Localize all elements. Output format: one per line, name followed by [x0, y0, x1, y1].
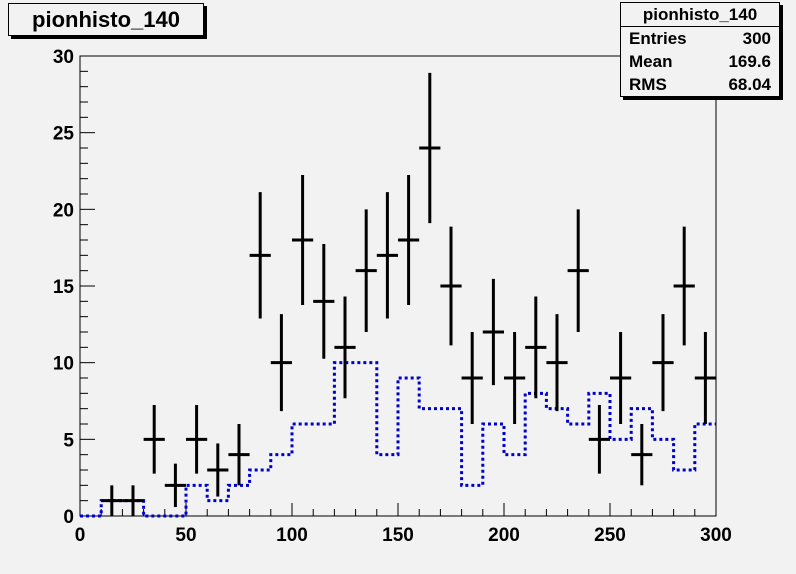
mc-step-series	[80, 361, 716, 518]
x-tick-label: 250	[594, 525, 626, 546]
data-point	[652, 314, 674, 412]
data-point	[228, 424, 250, 486]
x-tick-label: 100	[276, 525, 308, 546]
data-point	[292, 174, 314, 306]
data-point	[249, 192, 271, 319]
data-point	[525, 296, 547, 399]
y-tick-label: 30	[53, 47, 74, 68]
x-tick-label: 0	[75, 525, 86, 546]
data-point	[546, 314, 568, 412]
data-point	[440, 226, 462, 346]
data-point	[164, 463, 186, 508]
stats-box: pionhisto_140 Entries 300 Mean 169.6 RMS…	[620, 2, 780, 97]
data-point	[376, 192, 398, 319]
data-point	[588, 405, 610, 474]
y-tick-label: 20	[53, 200, 74, 221]
axis-ticks	[79, 55, 717, 517]
data-point	[207, 443, 229, 497]
data-points	[101, 72, 716, 516]
stats-title: pionhisto_140	[621, 3, 779, 27]
data-point	[143, 405, 165, 474]
y-tick-label: 15	[53, 277, 75, 298]
data-point	[122, 485, 144, 516]
data-point	[567, 209, 589, 332]
data-point	[610, 332, 632, 424]
stats-label: Entries	[629, 29, 687, 48]
histogram-title: pionhisto_140	[32, 6, 180, 32]
data-point	[186, 405, 208, 474]
x-tick-label: 150	[382, 525, 414, 546]
y-tick-label: 0	[63, 507, 74, 528]
stats-label: Mean	[629, 52, 673, 71]
data-point	[673, 226, 695, 346]
data-point	[482, 278, 504, 386]
stats-row-entries: Entries 300	[621, 27, 779, 50]
stats-row-mean: Mean 169.6	[621, 50, 779, 73]
data-point	[694, 332, 716, 424]
stats-value: 300	[742, 29, 771, 48]
data-point	[419, 72, 441, 224]
data-point	[631, 424, 653, 486]
stats-row-rms: RMS 68.04	[621, 73, 779, 96]
stats-value: 68.04	[728, 75, 771, 94]
y-tick-label: 25	[53, 124, 75, 145]
data-point	[461, 332, 483, 424]
data-point	[398, 174, 420, 306]
data-point	[504, 332, 526, 424]
data-point	[101, 485, 123, 516]
x-tick-label: 200	[488, 525, 520, 546]
histogram-title-box: pionhisto_140	[8, 3, 204, 36]
stats-label: RMS	[629, 75, 667, 94]
y-tick-label: 10	[53, 354, 74, 375]
data-point	[270, 314, 292, 412]
y-tick-label: 5	[63, 430, 74, 451]
stats-value: 169.6	[728, 52, 771, 71]
data-point	[313, 243, 335, 359]
x-tick-label: 300	[700, 525, 732, 546]
data-point	[355, 209, 377, 332]
x-tick-label: 50	[175, 525, 196, 546]
data-point	[334, 296, 356, 399]
